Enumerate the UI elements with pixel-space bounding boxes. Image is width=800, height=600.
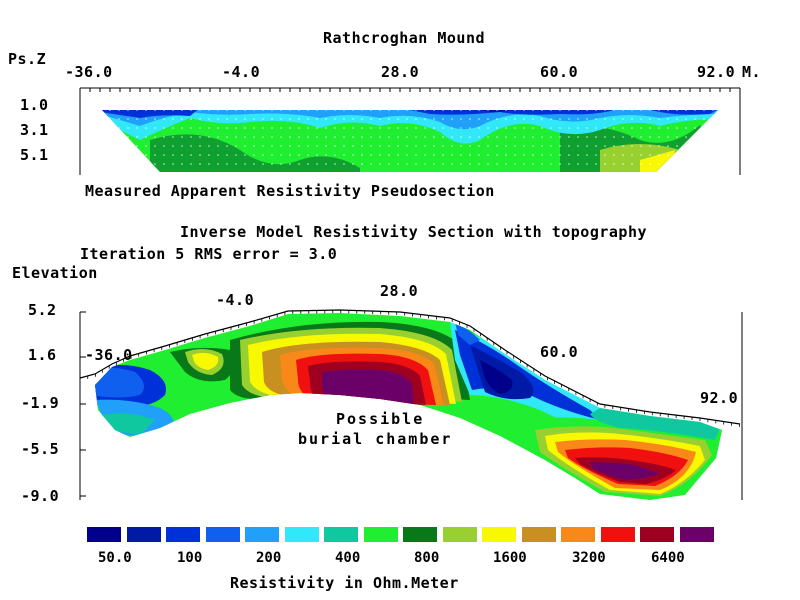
elevation-tick-5: -9.0: [21, 487, 60, 505]
topography-ticks: [79, 310, 740, 427]
pseudosection-plot: [102, 110, 718, 172]
topography-line: [79, 309, 741, 425]
inverse-x-tick-1: -36.0: [85, 346, 133, 364]
pseudo-x-tick-2: -4.0: [222, 63, 261, 81]
pseudosection-axes: [79, 87, 741, 175]
pseudo-x-unit: M.: [742, 63, 762, 81]
pseudosection-caption: Measured Apparent Resistivity Pseudosect…: [85, 182, 495, 200]
pseudo-depth-tick-2: 3.1: [20, 121, 49, 139]
legend-caption: Resistivity in Ohm.Meter: [230, 574, 459, 592]
inverse-x-tick-2: -4.0: [216, 291, 255, 309]
elevation-tick-2: 1.6: [28, 346, 57, 364]
elevation-tick-1: 5.2: [28, 301, 57, 319]
inverse-y-axis-label: Elevation: [12, 264, 98, 282]
inverse-heading: Inverse Model Resistivity Section with t…: [180, 223, 648, 241]
inverse-section-plot: [95, 313, 722, 500]
annotation-burial-chamber: burial chamber: [298, 430, 453, 448]
pseudo-x-tick-4: 60.0: [540, 63, 579, 81]
elevation-tick-3: -1.9: [21, 394, 60, 412]
inverse-x-tick-5: 92.0: [700, 389, 739, 407]
inverse-x-tick-4: 60.0: [540, 343, 579, 361]
elevation-tick-4: -5.5: [21, 440, 60, 458]
annotation-possible: Possible: [336, 410, 425, 428]
pseudo-x-tick-5: 92.0: [697, 63, 736, 81]
inverse-axes: [79, 311, 743, 500]
pseudo-x-tick-1: -36.0: [65, 63, 113, 81]
iteration-text: Iteration 5 RMS error = 3.0: [80, 245, 338, 263]
inverse-x-tick-3: 28.0: [380, 282, 419, 300]
figure-title: Rathcroghan Mound: [323, 29, 486, 47]
pseudo-x-tick-3: 28.0: [381, 63, 420, 81]
pseudo-y-axis-label: Ps.Z: [8, 50, 47, 68]
pseudo-depth-tick-3: 5.1: [20, 146, 49, 164]
pseudo-depth-tick-1: 1.0: [20, 96, 49, 114]
